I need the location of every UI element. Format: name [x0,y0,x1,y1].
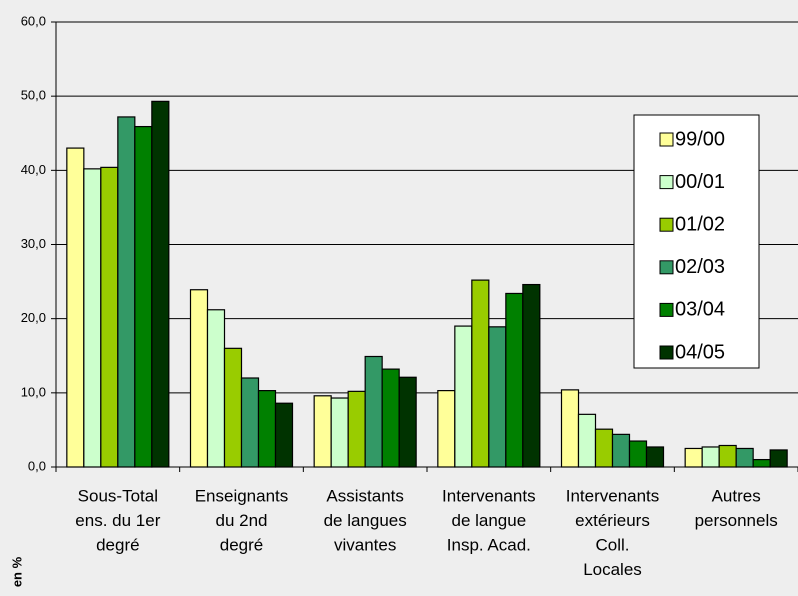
x-tick-label: Enseignants [195,486,289,505]
bar [381,368,400,468]
y-tick-label: 40,0 [21,162,46,177]
y-tick-label: 20,0 [21,310,46,325]
bar [611,433,631,468]
x-tick-label: Intervenants [566,486,660,505]
legend-label: 01/02 [675,213,725,235]
legend-label: 00/01 [675,171,725,193]
bar [522,283,541,468]
bar [240,377,260,468]
x-tick-label: Autres [712,486,761,505]
bar [437,390,456,468]
legend-swatch [659,260,674,275]
y-tick-label: 30,0 [21,236,46,251]
legend-label: 99/00 [675,128,725,150]
legend-swatch [659,302,674,317]
bar [313,395,332,468]
x-tick-label: du 2nd [216,511,268,530]
bar [398,376,417,468]
legend-label: 02/03 [675,256,725,278]
x-tick-label: ens. du 1er [75,511,160,530]
bar [223,347,243,468]
y-tick-label: 60,0 [21,13,46,28]
bar [151,100,170,468]
x-tick-label: Assistants [326,486,403,505]
legend-swatch [659,132,674,147]
legend-label: 04/05 [675,341,725,363]
bar [645,446,665,468]
bar [471,279,490,468]
bar [347,390,366,468]
bar [594,428,614,468]
bar [189,289,209,468]
bar [684,447,703,468]
x-tick-label: de langues [324,511,407,530]
legend-swatch [659,175,674,190]
bar [66,147,85,468]
bar [100,166,119,468]
x-tick-label: degré [96,535,139,554]
x-tick-label: Intervenants [442,486,536,505]
legend-box [633,114,760,369]
x-tick-label: Sous-Total [78,486,158,505]
bar [701,446,720,468]
bar [330,397,349,468]
x-tick-label: personnels [695,511,778,530]
bar [505,292,524,468]
bar [752,458,771,468]
y-tick-label: 10,0 [21,384,46,399]
bar [628,440,648,468]
bar [117,116,136,468]
bar [718,444,737,468]
x-tick-label: Insp. Acad. [447,535,531,554]
bar [83,168,102,468]
y-tick-label: 50,0 [21,88,46,103]
bar [364,355,383,468]
legend-swatch [659,217,674,232]
x-tick-label: vivantes [334,535,396,554]
legend-label: 03/04 [675,299,725,321]
bar [488,326,507,468]
bar [257,390,277,468]
legend-swatch [659,345,674,360]
bar [769,449,788,468]
bar [274,402,294,468]
x-tick-label: de langue [451,511,526,530]
y-axis-label: en % [9,556,24,587]
bar [735,447,754,468]
x-tick-label: Coll. [595,535,629,554]
bar [560,389,580,468]
x-tick-label: Locales [583,560,642,579]
bar [454,325,473,468]
bar [577,413,597,468]
x-tick-label: extérieurs [575,511,650,530]
y-tick-label: 0,0 [28,458,46,473]
x-tick-label: degré [220,535,263,554]
bar [134,125,153,468]
bar [206,309,226,468]
